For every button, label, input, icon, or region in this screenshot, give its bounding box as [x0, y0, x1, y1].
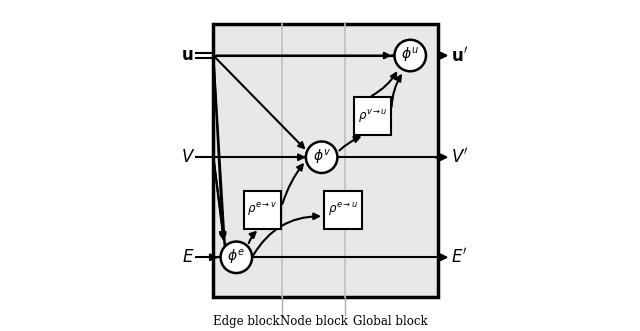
FancyBboxPatch shape — [324, 191, 362, 229]
Circle shape — [394, 40, 426, 71]
FancyBboxPatch shape — [354, 97, 392, 135]
Text: $V'$: $V'$ — [451, 148, 469, 167]
Text: Node block: Node block — [280, 315, 348, 328]
Text: $\phi^e$: $\phi^e$ — [227, 248, 245, 267]
Text: Global block: Global block — [353, 315, 428, 328]
Text: $\rho^{e\to v}$: $\rho^{e\to v}$ — [248, 201, 278, 218]
Text: $E'$: $E'$ — [451, 248, 468, 267]
Text: $\rho^{e\to u}$: $\rho^{e\to u}$ — [328, 201, 358, 218]
Circle shape — [221, 242, 252, 273]
Text: Edge block: Edge block — [213, 315, 280, 328]
Text: $\phi^v$: $\phi^v$ — [312, 148, 331, 167]
FancyBboxPatch shape — [244, 191, 282, 229]
Text: $\phi^u$: $\phi^u$ — [401, 46, 419, 65]
Text: $\mathbf{u}'$: $\mathbf{u}'$ — [451, 46, 468, 65]
FancyBboxPatch shape — [213, 24, 438, 297]
Circle shape — [306, 141, 337, 173]
Text: $\mathbf{u}$: $\mathbf{u}$ — [181, 47, 193, 64]
Text: $V$: $V$ — [181, 149, 195, 166]
Text: $\rho^{v\to u}$: $\rho^{v\to u}$ — [358, 108, 387, 125]
Text: $E$: $E$ — [182, 249, 195, 266]
